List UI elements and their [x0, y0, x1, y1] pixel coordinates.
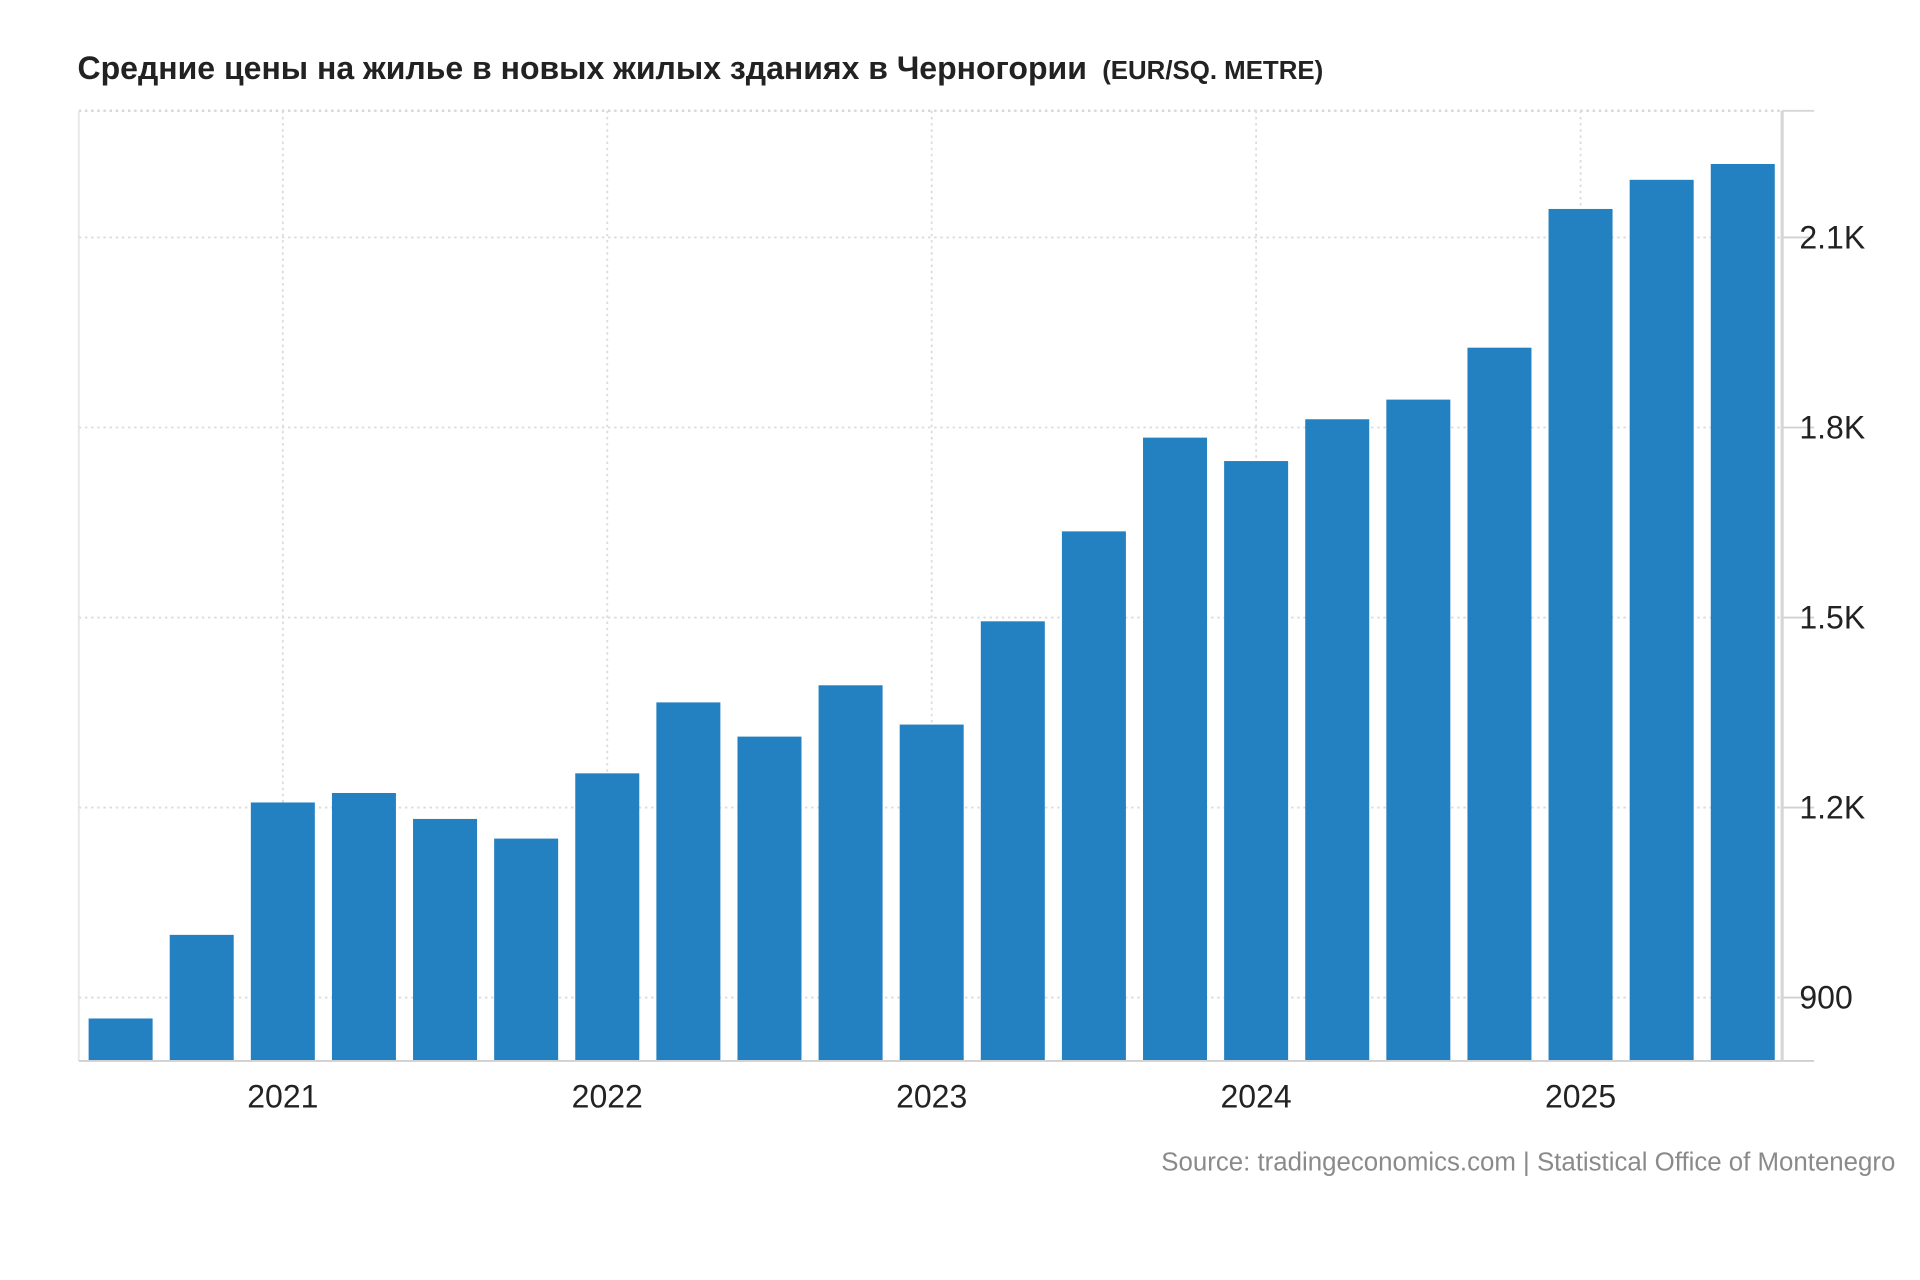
y-tick-label: 900: [1799, 980, 1852, 1016]
bar-2020-Q3: [88, 1018, 153, 1061]
bars: [88, 163, 1775, 1061]
bar-2023-Q2: [980, 621, 1045, 1061]
bar-2021-Q2: [331, 792, 396, 1061]
bar-2021-Q4: [494, 838, 559, 1061]
bar-2023-Q1: [899, 724, 964, 1061]
y-tick-label: 1.5K: [1799, 600, 1865, 636]
bar-2020-Q4: [169, 934, 234, 1061]
y-tick-label: 1.2K: [1799, 790, 1865, 826]
y-tick-label: 1.8K: [1799, 410, 1865, 446]
x-tick-label: 2024: [1221, 1079, 1292, 1115]
x-tick-label: 2025: [1545, 1079, 1616, 1115]
bar-2022-Q2: [656, 702, 721, 1061]
y-tick-label: 2.1K: [1799, 220, 1865, 256]
source-text: Source: tradingeconomics.com | Statistic…: [1161, 1148, 1895, 1176]
x-tick-label: 2023: [896, 1079, 967, 1115]
bar-2023-Q3: [1061, 531, 1126, 1061]
bar-2024-Q4: [1467, 347, 1532, 1061]
x-tick-label: 2021: [247, 1079, 318, 1115]
chart-title-line: Средние цены на жилье в новых жилых здан…: [78, 50, 1324, 86]
bar-2025-Q1: [1548, 208, 1613, 1061]
x-tick-label: 2022: [572, 1079, 643, 1115]
bar-2025-Q2: [1629, 179, 1694, 1061]
axes: 900 1.2K 1.5K 1.8K 2.1K 2021 2022 2023 2024 2025: [78, 109, 1865, 1115]
bar-2022-Q4: [818, 685, 883, 1061]
bar-2024-Q3: [1386, 399, 1451, 1061]
bar-2022-Q1: [575, 773, 640, 1061]
chart-title: Средние цены на жилье в новых жилых здан…: [78, 50, 1087, 86]
bar-2021-Q1: [250, 802, 315, 1061]
bar-2024-Q1: [1224, 461, 1289, 1061]
chart-unit: (EUR/SQ. METRE): [1102, 57, 1323, 85]
bar-2023-Q4: [1143, 437, 1208, 1061]
bar-2025-Q3: [1710, 163, 1775, 1061]
bar-2022-Q3: [737, 736, 802, 1061]
bar-2024-Q2: [1305, 419, 1370, 1061]
bar-2021-Q3: [413, 818, 478, 1061]
